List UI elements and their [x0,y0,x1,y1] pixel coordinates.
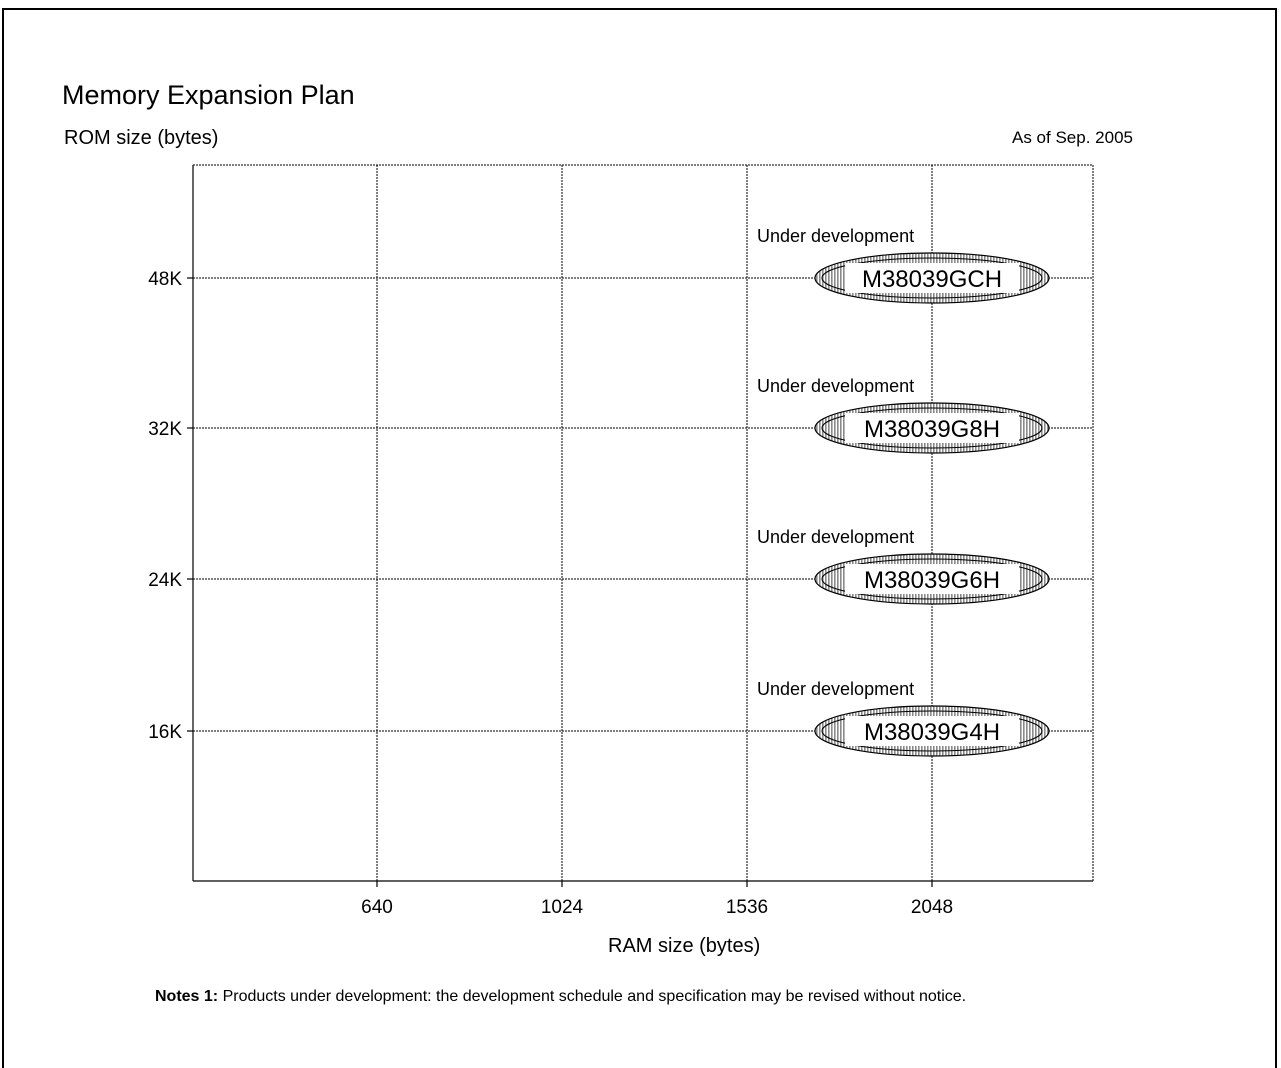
product-label-M38039G6H: M38039G6H [864,567,1000,594]
product-label-M38039G8H: M38039G8H [864,416,1000,443]
product-status-M38039G8H: Under development [757,376,914,396]
y-tick-label-32K: 32K [148,419,182,440]
product-status-M38039GCH: Under development [757,226,914,246]
document-frame [2,8,1277,1068]
product-marker-ring-M38039G4H [821,710,1043,752]
as-of-date: As of Sep. 2005 [1012,128,1133,147]
y-axis-label: ROM size (bytes) [64,127,219,149]
product-marker-ring-M38039GCH [821,257,1043,299]
y-tick-label-48K: 48K [148,269,182,290]
y-tick-label-24K: 24K [148,570,182,591]
product-label-bg-M38039G4H [845,716,1019,746]
product-label-bg-M38039G8H [845,413,1019,443]
x-tick-label-1024: 1024 [541,897,584,918]
product-label-bg-M38039G6H [845,564,1019,594]
product-label-bg-M38039GCH [845,263,1019,293]
chart-title: Memory Expansion Plan [62,80,355,110]
product-status-M38039G4H: Under development [757,679,914,699]
x-tick-label-2048: 2048 [911,897,953,918]
product-marker-ring-M38039G8H [821,407,1043,449]
x-tick-label-1536: 1536 [726,897,768,918]
product-marker-ring-M38039G6H [821,558,1043,600]
footnote-text: Products under development: the developm… [218,988,967,1005]
footnote-label: Notes 1: [155,988,219,1005]
x-tick-label-640: 640 [361,897,393,918]
x-axis-label: RAM size (bytes) [608,935,761,957]
product-label-M38039GCH: M38039GCH [862,266,1002,293]
footnote: Notes 1: Products under development: the… [155,988,966,1006]
y-tick-label-16K: 16K [148,722,182,743]
product-status-M38039G6H: Under development [757,527,914,547]
product-label-M38039G4H: M38039G4H [864,719,1000,746]
